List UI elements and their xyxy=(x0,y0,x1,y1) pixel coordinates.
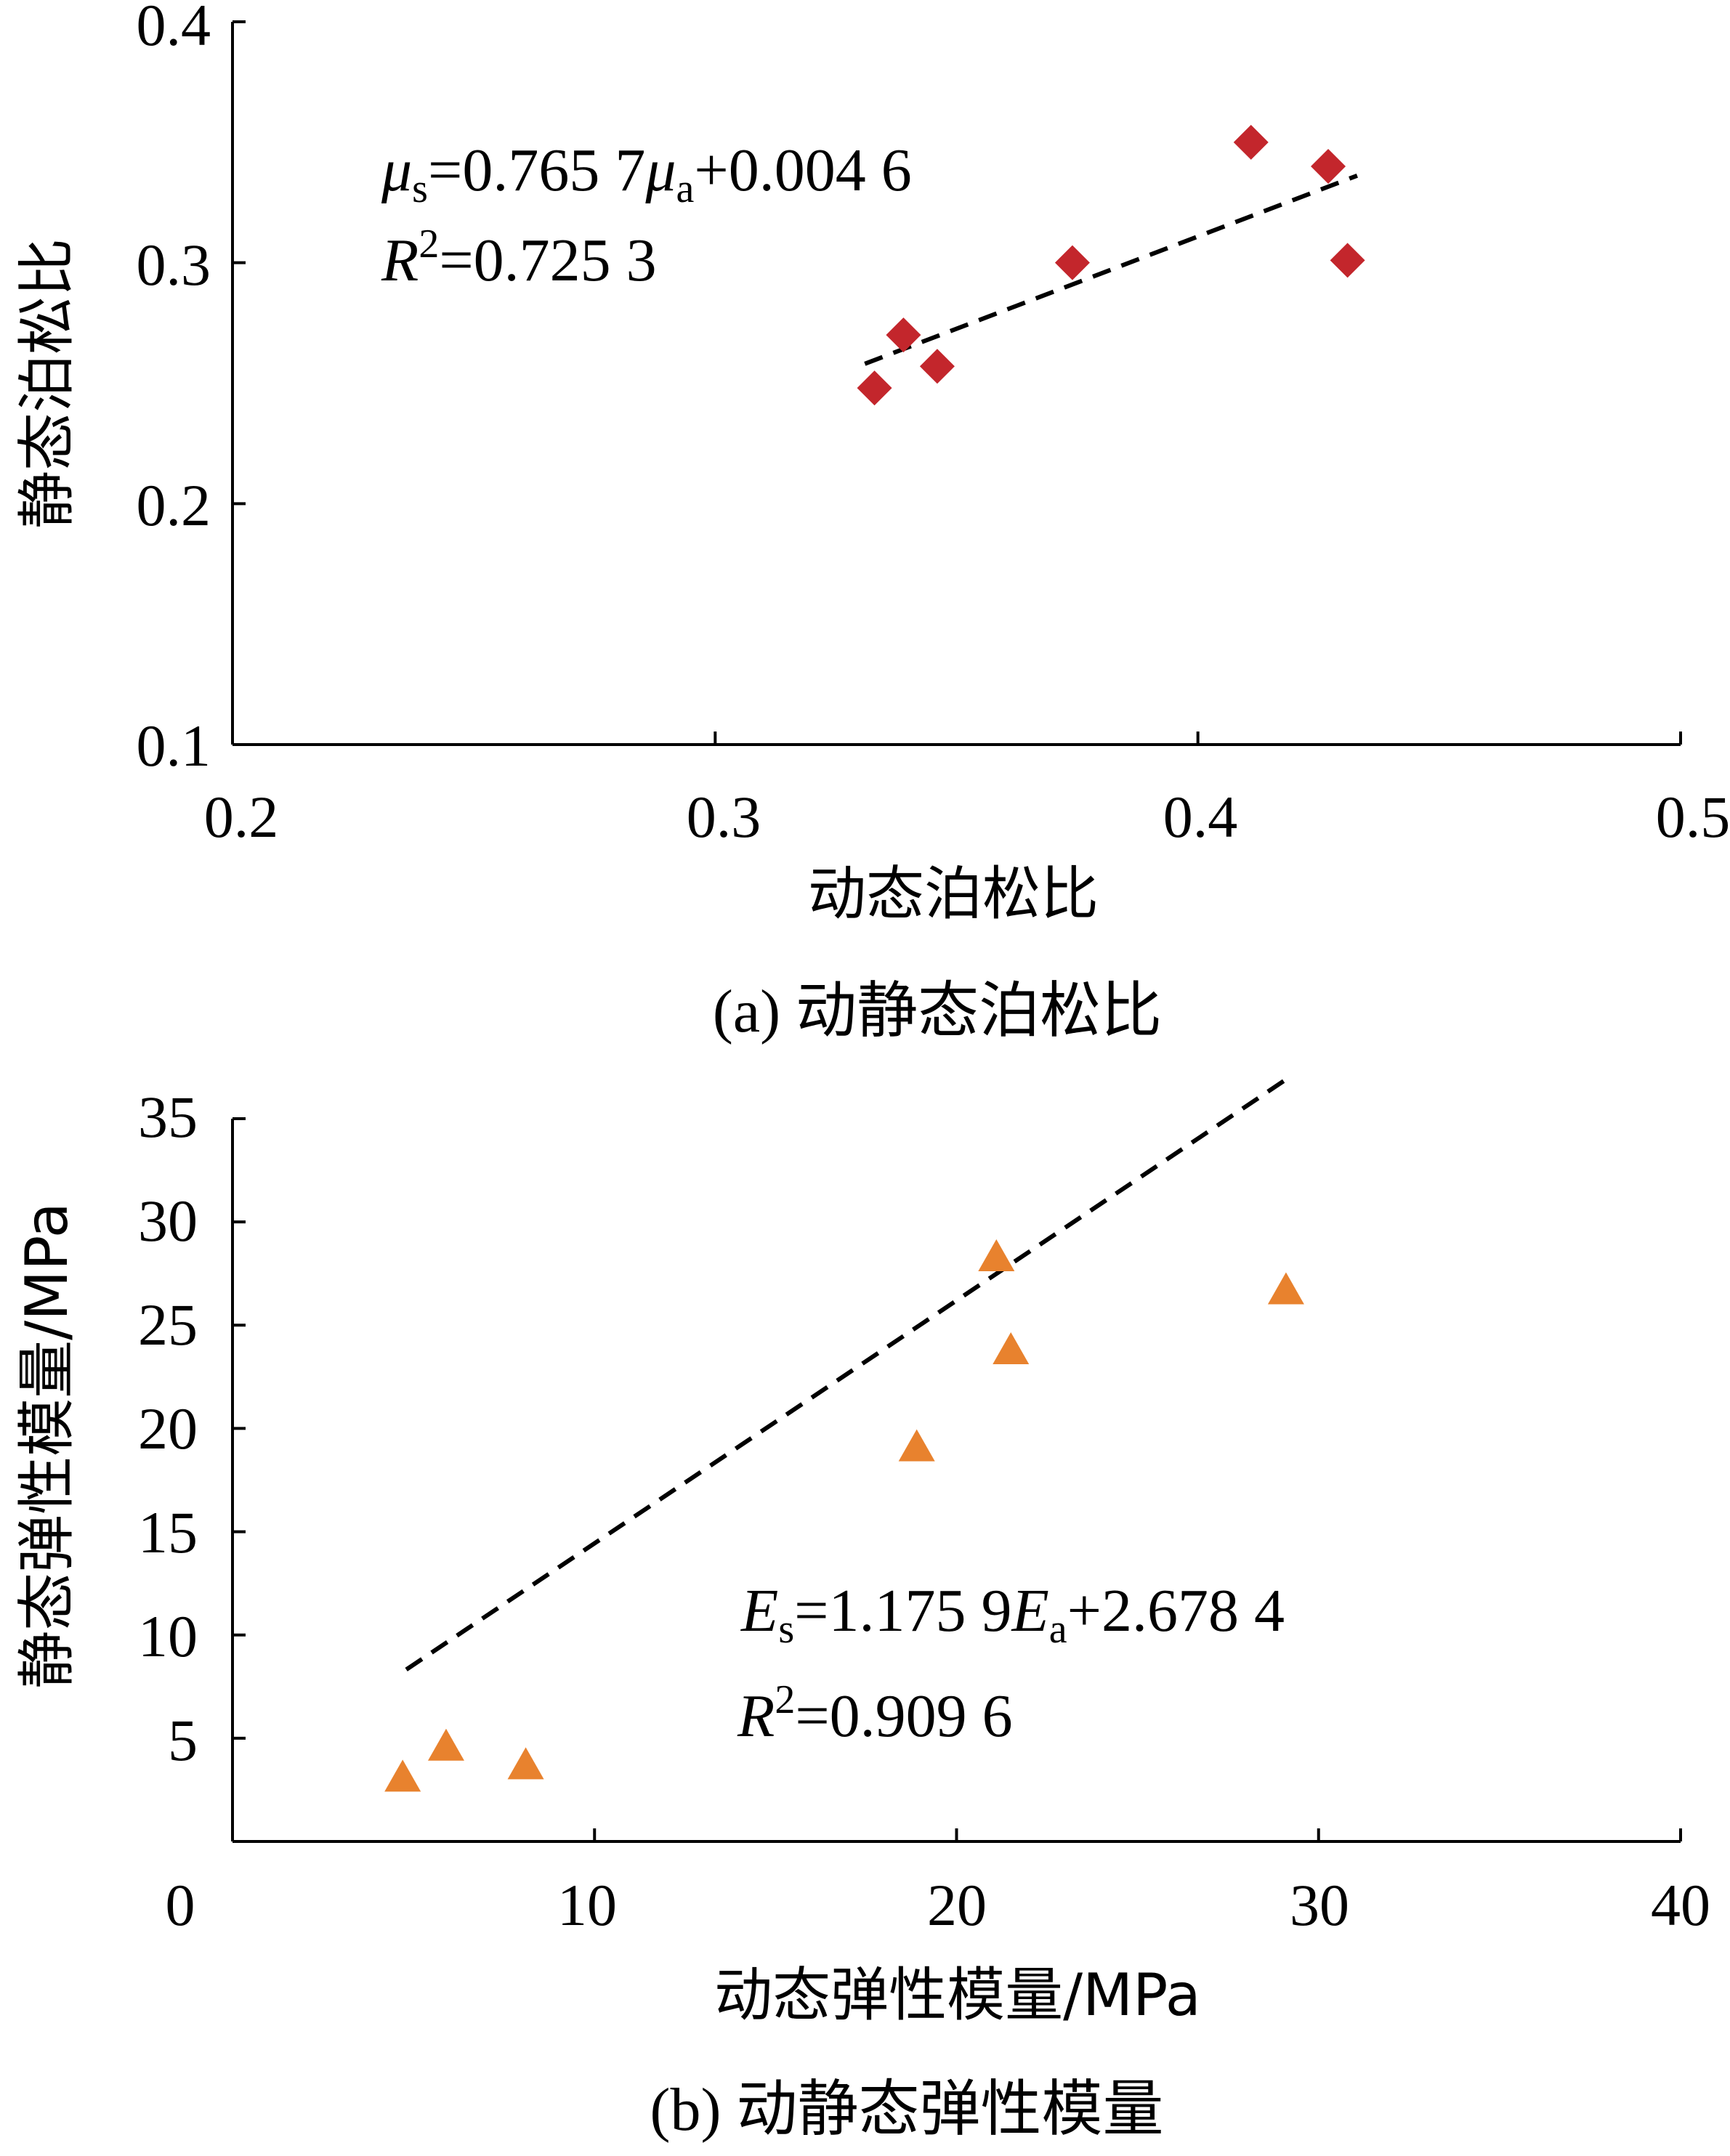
panel-b-points xyxy=(384,1239,1304,1792)
panel-a-x-ticks: 0.2 0.3 0.4 0.5 xyxy=(204,784,1730,850)
data-point-diamond xyxy=(857,370,892,406)
eq-rhs-var: E xyxy=(1011,1577,1048,1645)
panel-a-y-ticks: 0.1 0.2 0.3 0.4 xyxy=(137,0,211,779)
x-tick-label: 20 xyxy=(927,1872,987,1938)
regression-equation: μs=0.765 7μa+0.004 6 xyxy=(381,137,912,211)
panel-b-y-ticks: 5 10 15 20 25 30 35 xyxy=(138,1084,198,1773)
eq-lhs-sub: s xyxy=(778,1607,794,1652)
panel-a-equation: μs=0.765 7μa+0.004 6 R2=0.725 3 xyxy=(381,137,912,294)
panel-a-points xyxy=(857,124,1365,406)
panel-b-equation: Es=1.175 9Ea+2.678 4 R2=0.909 6 xyxy=(737,1577,1285,1750)
eq-rhs-sub: a xyxy=(1049,1607,1067,1652)
eq-lhs-var: E xyxy=(740,1577,778,1645)
r2-sup: 2 xyxy=(775,1677,795,1722)
y-tick-label: 0.4 xyxy=(137,0,211,58)
y-tick-label: 0.2 xyxy=(137,472,211,538)
fit-line xyxy=(405,1075,1291,1671)
fit-line xyxy=(864,173,1358,366)
data-point-diamond xyxy=(1311,149,1346,184)
eq-lhs-sub: s xyxy=(412,166,428,211)
r2-value: =0.909 6 xyxy=(795,1682,1012,1750)
x-tick-label: 0.5 xyxy=(1656,784,1730,850)
panel-a-axes xyxy=(231,20,1682,746)
x-tick-label: 0.2 xyxy=(204,784,279,850)
eq-part-1: =1.175 9 xyxy=(794,1577,1011,1645)
y-tick-label: 5 xyxy=(168,1707,198,1773)
panel-a-poisson-ratio: 0.2 0.3 0.4 0.5 0.1 0.2 0.3 0.4 动态泊松比 静态… xyxy=(13,0,1730,1045)
eq-part-2: +0.004 6 xyxy=(694,137,911,204)
data-point-triangle xyxy=(1267,1272,1304,1305)
y-tick-label: 0.3 xyxy=(137,232,211,298)
data-point-triangle xyxy=(978,1239,1015,1272)
r2-value: =0.725 3 xyxy=(439,227,656,294)
data-point-diamond xyxy=(1233,124,1269,160)
panel-b-fit xyxy=(405,1075,1291,1671)
r2-var: R xyxy=(737,1682,775,1750)
data-point-triangle xyxy=(898,1429,935,1462)
r-squared: R2=0.725 3 xyxy=(381,222,657,294)
panel-a-y-axis-title: 静态泊松比 xyxy=(13,238,81,529)
panel-b-elastic-modulus: 0 10 20 30 40 5 10 15 20 25 30 35 动态弹性模量… xyxy=(13,1075,1711,2144)
data-point-triangle xyxy=(507,1747,544,1780)
y-tick-label: 0.1 xyxy=(137,713,211,779)
data-point-triangle xyxy=(993,1332,1030,1364)
y-tick-label: 10 xyxy=(138,1603,198,1669)
eq-part-1: =0.765 7 xyxy=(428,137,645,204)
y-tick-label: 20 xyxy=(138,1395,198,1462)
r2-var: R xyxy=(381,227,419,294)
y-tick-label: 35 xyxy=(138,1084,198,1150)
regression-equation: Es=1.175 9Ea+2.678 4 xyxy=(740,1577,1285,1652)
y-tick-label: 25 xyxy=(138,1292,198,1358)
x-tick-label: 0.3 xyxy=(687,784,761,850)
data-point-diamond xyxy=(1054,245,1090,280)
data-point-triangle xyxy=(384,1759,421,1792)
panel-b-x-ticks: 0 10 20 30 40 xyxy=(166,1872,1711,1938)
y-tick-label: 30 xyxy=(138,1188,198,1254)
panel-a-x-axis-title: 动态泊松比 xyxy=(808,860,1099,928)
panel-a-caption: (a) 动静态泊松比 xyxy=(713,978,1162,1045)
x-tick-label: 40 xyxy=(1651,1872,1710,1938)
r-squared: R2=0.909 6 xyxy=(737,1677,1013,1750)
eq-lhs-var: μ xyxy=(381,137,412,204)
panel-b-x-axis-title: 动态弹性模量/MPa xyxy=(714,1961,1201,2029)
panel-b-axes xyxy=(231,1117,1682,1843)
data-point-triangle xyxy=(427,1728,464,1761)
panel-b-y-axis-title: 静态弹性模量/MPa xyxy=(13,1202,81,1689)
eq-part-2: +2.678 4 xyxy=(1067,1577,1285,1645)
eq-rhs-var: μ xyxy=(644,137,676,204)
x-tick-label: 0 xyxy=(166,1872,195,1938)
data-point-diamond xyxy=(1330,243,1365,278)
r2-sup: 2 xyxy=(419,222,439,267)
panel-a-fit xyxy=(864,173,1358,366)
eq-rhs-sub: a xyxy=(676,166,695,211)
panel-b-caption: (b) 动静态弹性模量 xyxy=(650,2076,1164,2144)
x-tick-label: 10 xyxy=(557,1872,617,1938)
data-point-diamond xyxy=(919,349,955,384)
y-tick-label: 15 xyxy=(138,1499,198,1565)
data-point-diamond xyxy=(886,317,921,353)
x-tick-label: 30 xyxy=(1290,1872,1349,1938)
x-tick-label: 0.4 xyxy=(1163,784,1238,850)
